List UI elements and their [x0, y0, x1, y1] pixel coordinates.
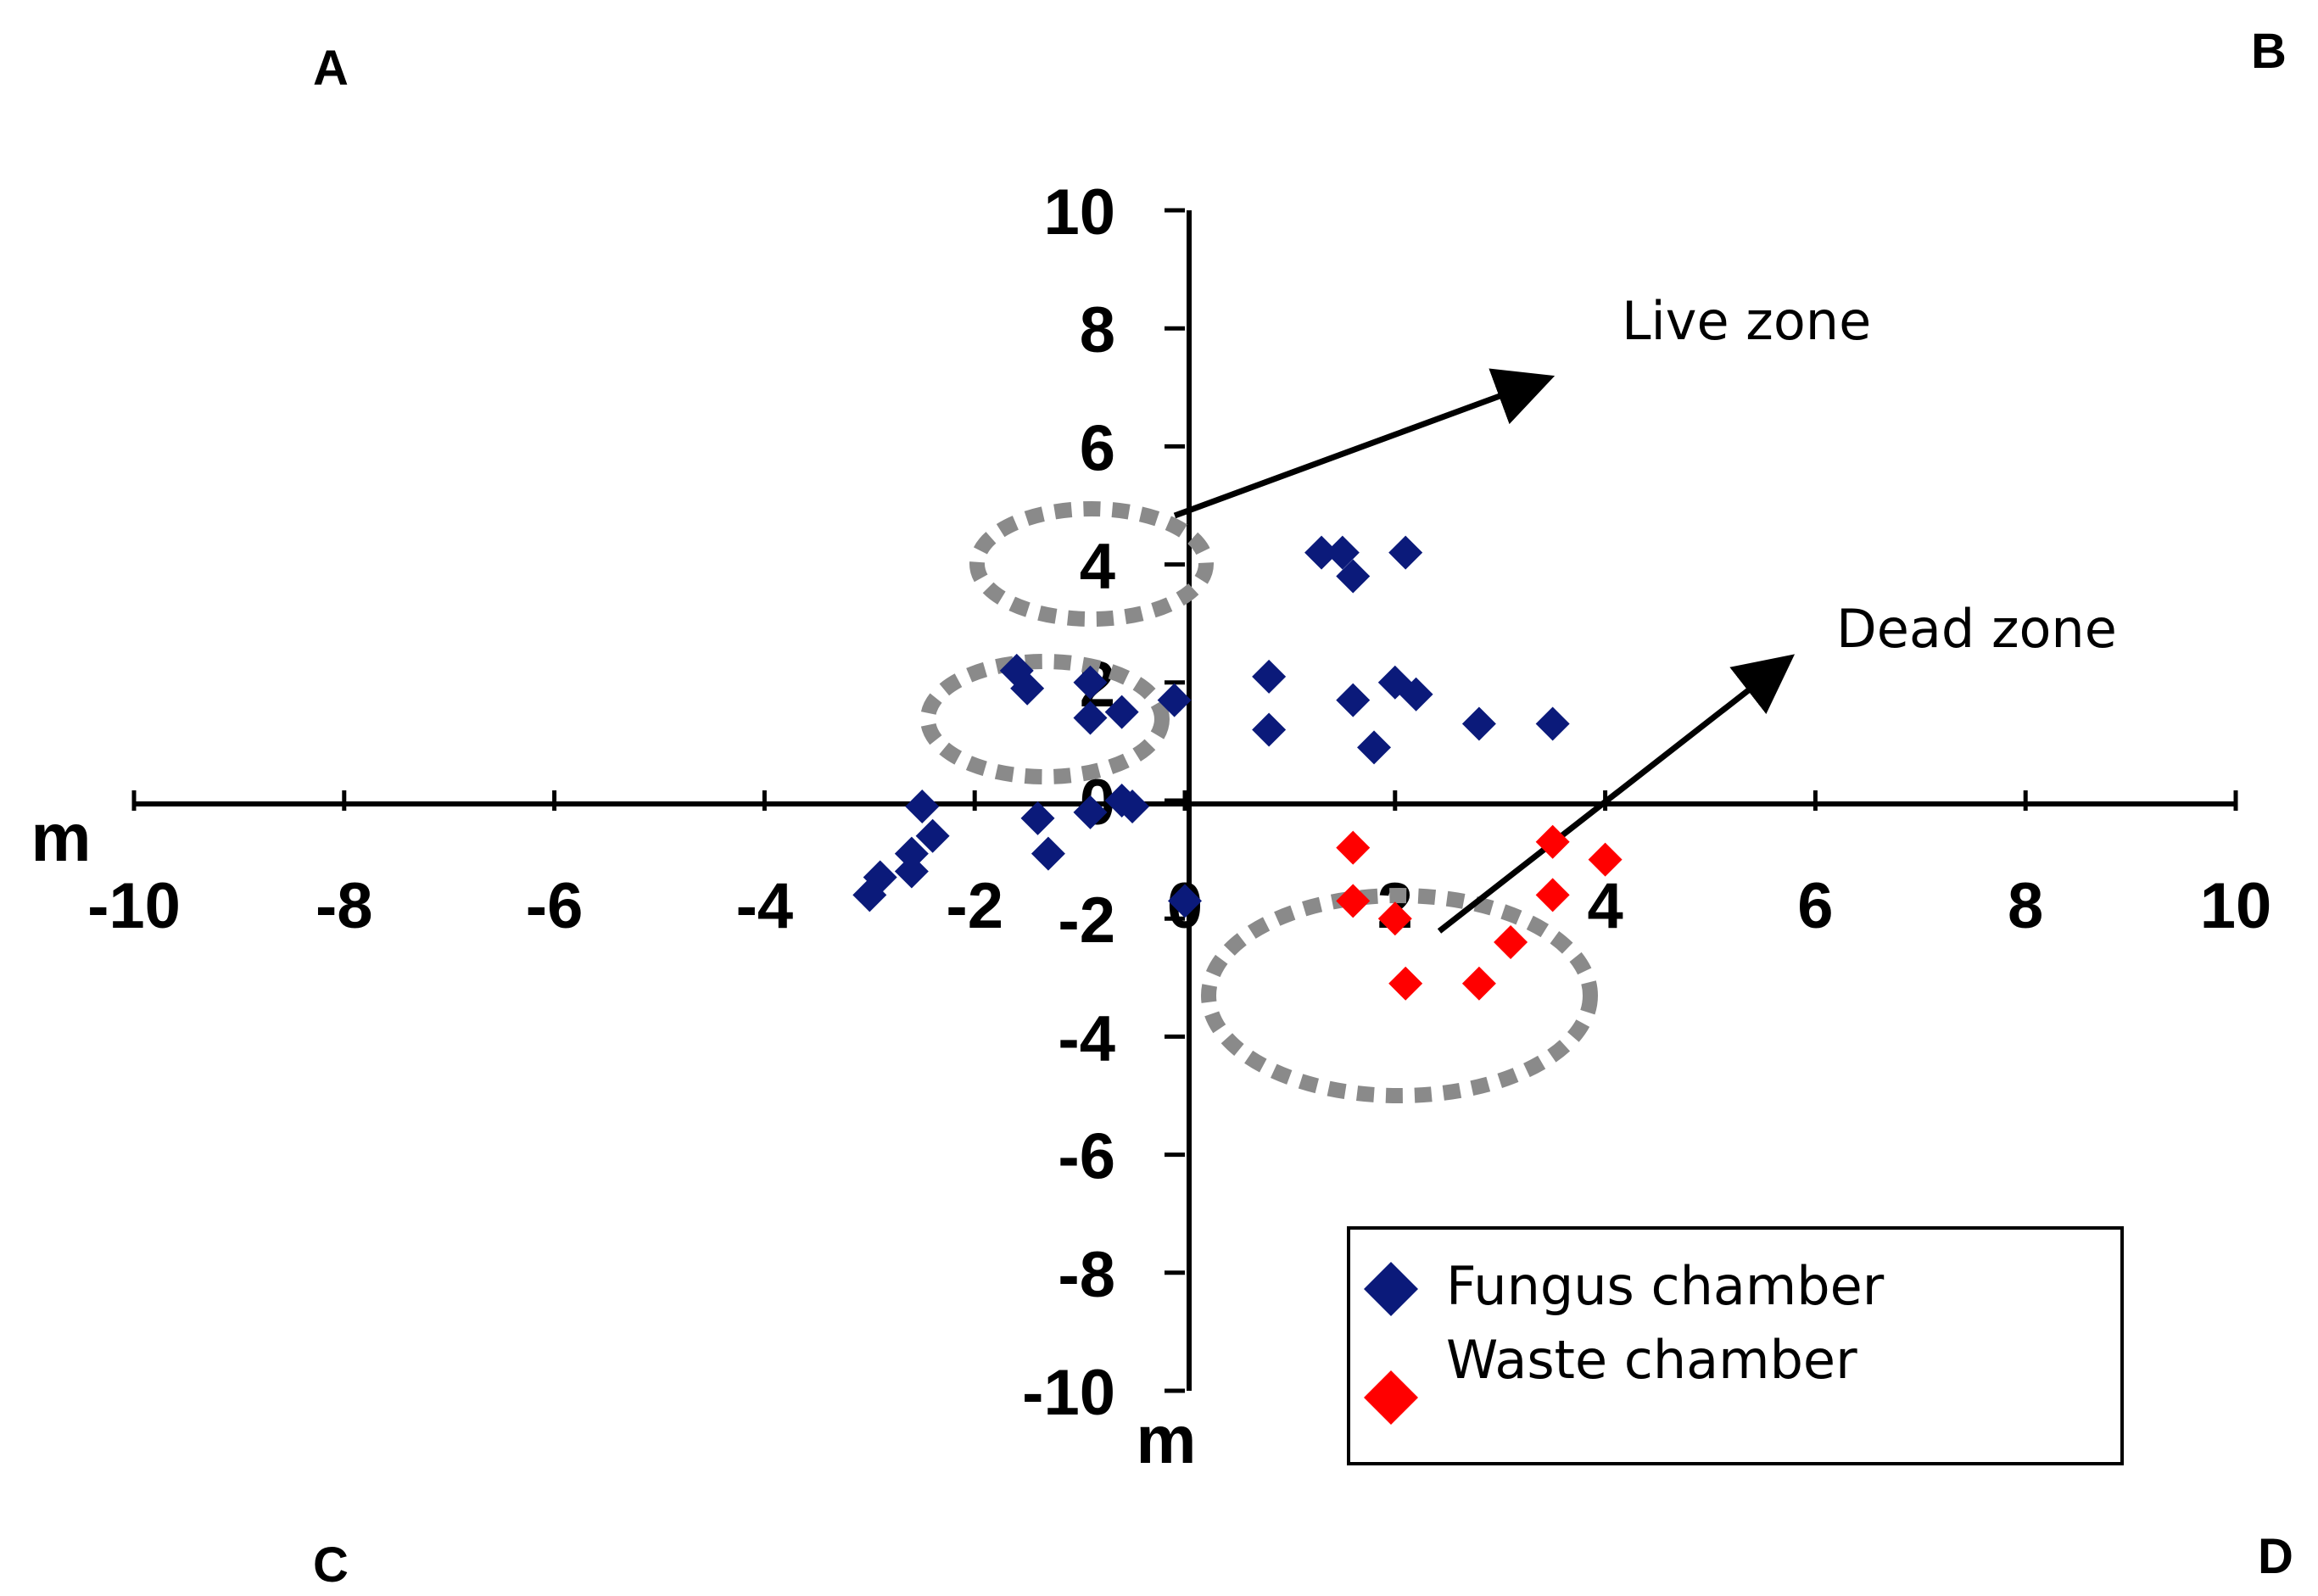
data-point — [1157, 683, 1192, 717]
data-point — [1073, 795, 1108, 829]
data-point — [852, 878, 887, 912]
data-point — [1010, 671, 1045, 706]
x-tick-label: 4 — [1587, 870, 1623, 942]
legend-label-fungus: Fungus chamber — [1446, 1255, 1885, 1317]
y-tick-label: 8 — [1080, 294, 1115, 366]
corner-label-c: C — [313, 1537, 349, 1592]
y-tick-label: 10 — [1043, 176, 1115, 248]
y-tick-label: -10 — [1022, 1357, 1115, 1429]
dead-zone-arrow — [1437, 654, 1796, 934]
x-tick-label: -10 — [87, 870, 181, 942]
data-point — [1252, 659, 1287, 694]
corner-label-b: B — [2251, 24, 2287, 79]
data-point — [1325, 535, 1360, 570]
legend: Fungus chamber Waste chamber — [1347, 1226, 2124, 1465]
legend-marker-waste — [1364, 1370, 1418, 1425]
live-zone-ellipse-upper — [969, 501, 1214, 627]
y-axis-label: m — [1136, 1402, 1196, 1477]
series-waste-chamber — [1336, 824, 1623, 1001]
x-tick-label: -6 — [526, 870, 584, 942]
data-points — [852, 535, 1623, 1001]
data-point — [1336, 683, 1371, 717]
x-axis-label: m — [31, 800, 91, 875]
data-point — [894, 854, 929, 889]
data-point — [1535, 824, 1570, 859]
data-point — [1494, 925, 1528, 960]
y-tick-label: -2 — [1058, 884, 1115, 957]
data-point — [1336, 559, 1371, 594]
data-point — [1115, 789, 1150, 823]
data-point — [1073, 665, 1108, 700]
data-point — [1388, 535, 1423, 570]
x-tick-label: 10 — [2200, 870, 2272, 942]
live-zone-label: Live zone — [1622, 290, 1871, 352]
x-tick-label: -8 — [316, 870, 373, 942]
data-point — [1020, 801, 1055, 835]
x-tick-label: 6 — [1797, 870, 1833, 942]
data-point — [1336, 830, 1371, 865]
data-point — [1588, 842, 1623, 877]
data-point — [1388, 966, 1423, 1001]
data-point — [1461, 966, 1496, 1001]
x-axis-ticks: -10-8-6-4-20246810 — [87, 790, 2271, 942]
series-fungus-chamber — [852, 535, 1570, 918]
data-point — [1336, 884, 1371, 918]
live-zone-ellipse-lower — [920, 654, 1170, 784]
x-tick-label: -2 — [946, 870, 1003, 942]
y-tick-label: -8 — [1058, 1239, 1115, 1311]
corner-label-a: A — [313, 41, 349, 96]
x-tick-label: 8 — [2008, 870, 2043, 942]
data-point — [1357, 730, 1392, 765]
y-tick-label: 6 — [1080, 412, 1115, 484]
data-point — [1377, 901, 1412, 936]
legend-box — [1347, 1226, 2124, 1465]
legend-marker-fungus — [1364, 1262, 1418, 1316]
dead-zone-ellipse — [1201, 888, 1598, 1103]
data-point — [1461, 706, 1496, 741]
data-point — [1073, 700, 1108, 735]
y-tick-label: -6 — [1058, 1121, 1115, 1193]
zone-ellipses — [920, 501, 1598, 1103]
data-point — [894, 836, 929, 871]
y-tick-label: -4 — [1058, 1002, 1115, 1074]
legend-label-waste: Waste chamber — [1446, 1329, 1857, 1391]
data-point — [1104, 695, 1139, 729]
data-point — [1535, 706, 1570, 741]
data-point — [915, 818, 950, 853]
data-point — [1304, 535, 1339, 570]
data-point — [1168, 884, 1202, 918]
data-point — [863, 860, 897, 895]
corner-label-d: D — [2258, 1529, 2293, 1584]
data-point — [905, 789, 940, 823]
y-tick-label: 4 — [1080, 531, 1115, 603]
live-zone-arrow — [1173, 368, 1556, 519]
y-axis-ticks: 1086420-2-4-6-8-10 — [1022, 176, 1185, 1429]
data-point — [1399, 677, 1433, 712]
data-point — [1031, 836, 1065, 871]
dead-zone-label: Dead zone — [1836, 598, 2117, 660]
x-tick-label: -4 — [736, 870, 794, 942]
data-point — [1535, 878, 1570, 912]
data-point — [1252, 712, 1287, 747]
